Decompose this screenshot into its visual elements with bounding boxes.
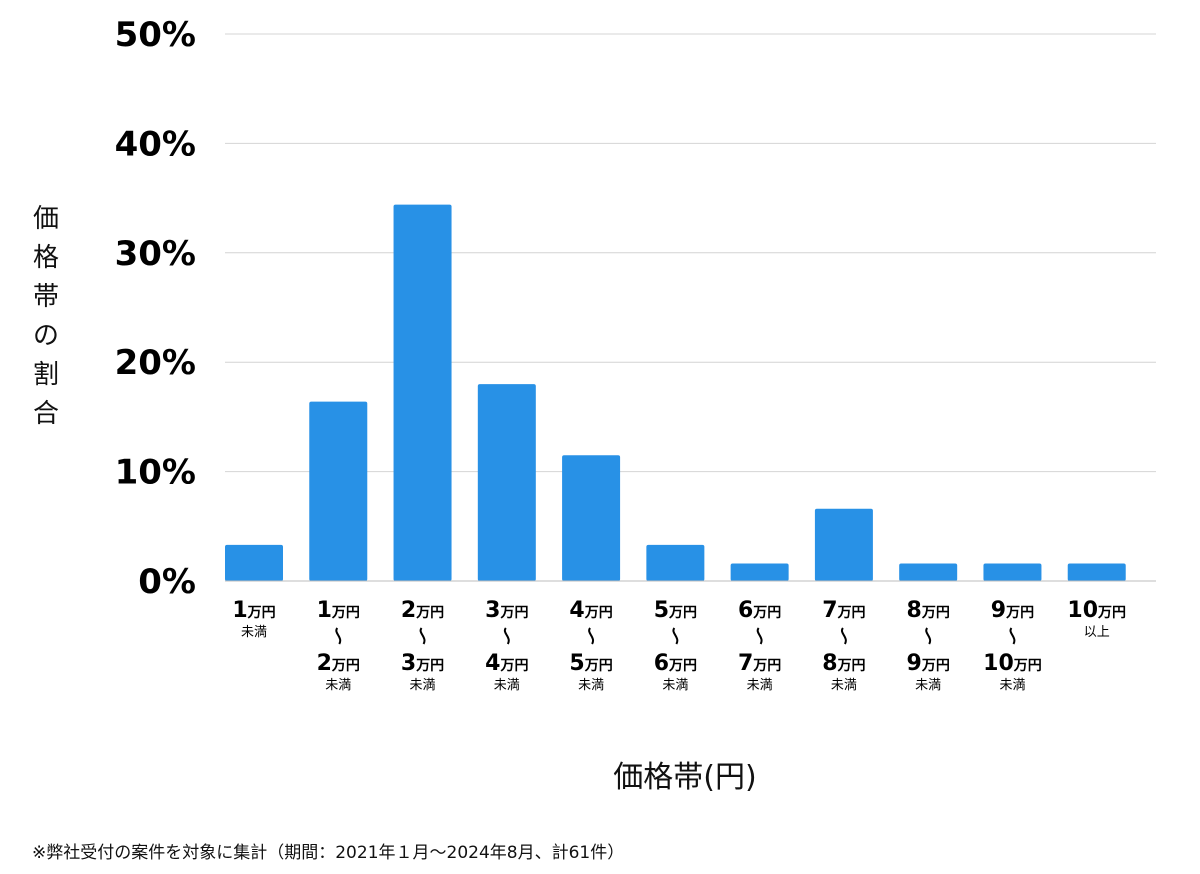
- x-tick-range-end: 8万円: [822, 651, 865, 676]
- x-tick-range-start: 2万円: [401, 598, 444, 623]
- y-tick-label: 40%: [115, 124, 196, 164]
- x-tick-range-end: 3万円: [401, 651, 444, 676]
- y-tick-label: 0%: [138, 562, 196, 602]
- y-axis-label-char: の: [32, 321, 59, 351]
- y-axis-label: 価格帯の割合: [28, 200, 64, 434]
- x-tick-range-end: 4万円: [485, 651, 528, 676]
- x-tick-range-start: 5万円: [654, 598, 697, 623]
- range-tilde-icon: [588, 627, 594, 645]
- x-tick-range-start: 3万円: [485, 598, 528, 623]
- x-tick-suffix: 未満: [662, 678, 688, 693]
- x-tick-range-end: 7万円: [738, 651, 781, 676]
- x-tick-suffix: 未満: [410, 678, 436, 693]
- x-tick-range-start: 9万円: [991, 598, 1034, 623]
- y-tick-label: 10%: [115, 453, 196, 493]
- bar: [983, 563, 1042, 581]
- range-tilde-icon: [841, 627, 847, 645]
- footnote: ※弊社受付の案件を対象に集計（期間：2021年１月～2024年8月、計61件）: [32, 843, 625, 863]
- bar: [477, 384, 536, 581]
- range-tilde-icon: [503, 627, 510, 645]
- x-tick-suffix: 未満: [494, 678, 520, 693]
- x-tick-suffix: 未満: [999, 678, 1025, 693]
- range-tilde-icon: [335, 627, 342, 645]
- bar: [1067, 563, 1126, 581]
- bar: [730, 563, 789, 581]
- bar: [646, 544, 705, 581]
- gridlines: [225, 33, 1156, 473]
- x-tick-suffix: 未満: [578, 678, 604, 693]
- y-axis-label-char: 価: [32, 204, 59, 234]
- x-tick-suffix: 未満: [325, 678, 351, 693]
- range-tilde-icon: [756, 627, 763, 645]
- x-tick-range-start: 6万円: [738, 598, 781, 623]
- x-tick-suffix: 未満: [747, 678, 773, 693]
- x-tick-suffix: 未満: [831, 678, 857, 693]
- y-axis-label-char: 割: [32, 360, 59, 390]
- x-tick-range-end: 5万円: [569, 651, 612, 676]
- y-axis-label-char: 合: [32, 399, 59, 429]
- bar: [393, 204, 452, 581]
- bar: [814, 508, 873, 581]
- y-tick-label: 50%: [115, 15, 196, 55]
- bar: [562, 455, 621, 581]
- x-tick-range-start: 1万円: [317, 598, 360, 623]
- range-tilde-icon: [925, 627, 932, 645]
- x-tick-range-end: 10万円: [983, 651, 1042, 676]
- x-tick-range-end: 6万円: [654, 651, 697, 676]
- x-tick-range-end: 2万円: [317, 651, 360, 676]
- x-tick-range-start: 4万円: [569, 598, 612, 623]
- x-tick-suffix: 未満: [915, 678, 941, 693]
- range-tilde-icon: [419, 627, 426, 645]
- x-tick-range-start: 1万円: [232, 598, 275, 623]
- bar: [225, 544, 283, 581]
- bar: [309, 401, 368, 581]
- bars: [225, 204, 1126, 581]
- x-tick-range-end: 9万円: [907, 651, 950, 676]
- x-tick-suffix: 以上: [1084, 625, 1110, 640]
- x-tick-suffix: 未満: [241, 625, 267, 640]
- bar: [899, 563, 958, 581]
- y-axis-label-char: 帯: [32, 282, 59, 312]
- x-tick-range-start: 10万円: [1067, 598, 1126, 623]
- y-tick-label: 30%: [115, 234, 196, 274]
- y-tick-label: 20%: [115, 343, 196, 383]
- range-tilde-icon: [1009, 627, 1016, 645]
- x-axis-label: 価格帯(円): [613, 760, 757, 795]
- y-axis-label-char: 格: [32, 243, 59, 273]
- x-tick-range-start: 8万円: [907, 598, 950, 623]
- range-tilde-icon: [672, 627, 679, 645]
- y-axis-ticks: 0% 10% 20% 30% 40% 50%: [115, 15, 196, 602]
- x-tick-range-start: 7万円: [822, 598, 865, 623]
- x-axis-ticks: 1万円未満1万円2万円未満2万円3万円未満3万円4万円未満4万円5万円未満5万円…: [232, 598, 1126, 693]
